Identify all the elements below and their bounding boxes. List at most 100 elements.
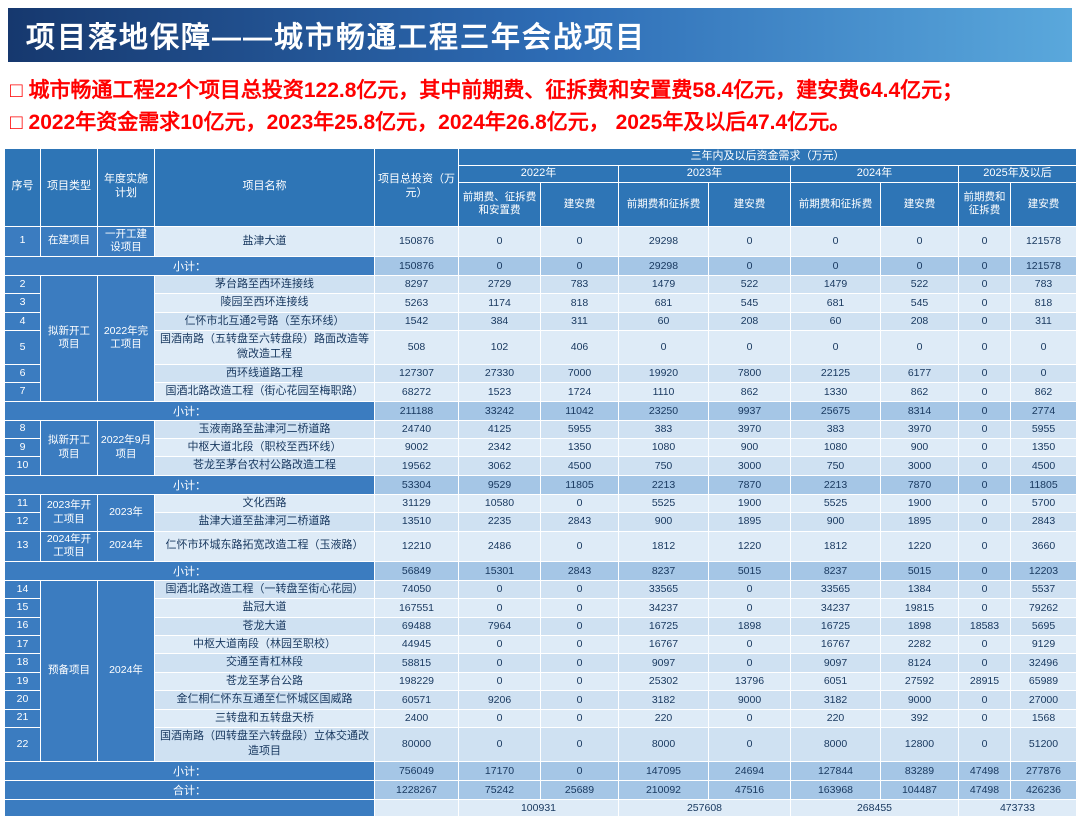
value-cell: 0 [540, 598, 619, 618]
value-cell: 681 [618, 293, 709, 313]
value-cell: 0 [880, 330, 959, 365]
table-row: 19 苍龙至茅台公路 198229 0 0 25302 13796 6051 27592 2891… [4, 671, 1077, 692]
value-cell: 127844 [790, 760, 881, 781]
row-number-cell: 3 [4, 293, 41, 313]
value-cell: 19815 [880, 598, 959, 618]
empty-label-cell [4, 798, 375, 817]
row-number-cell: 4 [4, 311, 41, 332]
value-cell: 756049 [374, 760, 459, 781]
value-cell: 16767 [790, 634, 881, 655]
value-cell: 11805 [540, 474, 619, 495]
value-cell: 0 [958, 330, 1011, 365]
header-funding-group-title: 三年内及以后资金需求（万元） [458, 147, 1077, 166]
value-cell: 0 [458, 255, 541, 276]
project-name-cell: 三转盘和五转盘天桥 [154, 708, 375, 728]
value-cell: 53304 [374, 474, 459, 495]
value-cell: 862 [880, 382, 959, 402]
value-cell: 8124 [880, 653, 959, 673]
value-cell: 0 [708, 330, 791, 365]
header-year-2024: 2024年 [790, 164, 959, 183]
project-type-cell: 拟新开工项目 [40, 419, 98, 476]
value-cell: 79262 [1010, 598, 1077, 618]
row-number-cell: 2 [4, 274, 41, 295]
table-row: 11 2023年开工项目 2023年 文化西路 31129 10580 0 5525 1900 5… [4, 493, 1077, 532]
value-cell: 384 [458, 311, 541, 332]
value-cell: 0 [958, 293, 1011, 313]
value-cell: 25675 [790, 400, 881, 421]
value-cell: 0 [790, 255, 881, 276]
value-cell: 2843 [1010, 512, 1077, 532]
project-name-cell: 西环线道路工程 [154, 363, 375, 384]
value-cell: 0 [458, 726, 541, 762]
value-cell: 12800 [880, 726, 959, 762]
value-cell: 1900 [880, 493, 959, 514]
header-row-subcols: 前期费、征拆费和安置费 建安费 前期费和征拆费 建安费 前期费和征拆费 建安费 … [5, 181, 1077, 227]
value-cell: 0 [458, 671, 541, 692]
value-cell: 3000 [880, 456, 959, 476]
value-cell: 4500 [540, 456, 619, 476]
value-cell: 19562 [374, 456, 459, 476]
table-body: 1 在建项目 一开工建设项目 盐津大道 150876 0 0 29298 0 0 0 0 121578 小… [4, 225, 1077, 817]
grand-total-row: 合计： 1228267 75242 25689 210092 47516 163968 104… [4, 779, 1077, 800]
value-cell: 83289 [880, 760, 959, 781]
table-row: 6 西环线道路工程 127307 27330 7000 19920 7800 22125 617… [4, 363, 1077, 384]
value-cell: 862 [708, 382, 791, 402]
value-cell: 1900 [708, 493, 791, 514]
subtotal-label: 小计： [4, 400, 375, 421]
table-row: 7 国酒北路改造工程（街心花园至梅职路） 68272 1523 1724 1110 862 1… [4, 382, 1077, 402]
value-cell: 9529 [458, 474, 541, 495]
header-subcol-2025-construction: 建安费 [1010, 181, 1077, 227]
header-row-years: 2022年 2023年 2024年 2025年及以后 [5, 164, 1077, 183]
table-row: 18 交通至青杠林段 58815 0 0 9097 0 9097 8124 0 32496 [4, 653, 1077, 673]
value-cell: 75242 [458, 779, 541, 800]
value-cell: 5015 [708, 560, 791, 581]
value-cell: 1350 [1010, 437, 1077, 458]
value-cell: 0 [958, 579, 1011, 600]
value-cell: 0 [540, 493, 619, 514]
bullet-line-2: □ 2022年资金需求10亿元，2023年25.8亿元，2024年26.8亿元，… [10, 110, 851, 134]
value-cell: 198229 [374, 671, 459, 692]
value-cell: 0 [958, 456, 1011, 476]
value-cell: 8237 [618, 560, 709, 581]
value-cell: 33565 [618, 579, 709, 600]
value-cell: 0 [1010, 363, 1077, 384]
value-cell: 0 [540, 690, 619, 710]
value-cell: 0 [708, 708, 791, 728]
value-cell: 0 [958, 274, 1011, 295]
project-name-cell: 仁怀市北互通2号路（至东环线） [154, 311, 375, 332]
value-cell: 47516 [708, 779, 791, 800]
value-cell: 9097 [618, 653, 709, 673]
row-number-cell: 13 [4, 530, 41, 562]
value-cell: 311 [1010, 311, 1077, 332]
value-cell: 121578 [1010, 225, 1077, 257]
row-number-cell: 5 [4, 330, 41, 365]
value-cell: 2342 [458, 437, 541, 458]
value-cell: 545 [880, 293, 959, 313]
value-cell: 74050 [374, 579, 459, 600]
project-type-cell: 2023年开工项目 [40, 493, 98, 532]
value-cell: 9002 [374, 437, 459, 458]
value-cell: 33242 [458, 400, 541, 421]
value-cell: 0 [958, 493, 1011, 514]
table-row: 8 拟新开工项目 2022年9月项目 玉液南路至盐津河二桥道路 24740 4125 595… [4, 419, 1077, 476]
value-cell: 33565 [790, 579, 881, 600]
project-name-cell: 国酒南路（五转盘至六转盘段）路面改造等微改造工程 [154, 330, 375, 365]
value-cell: 8000 [618, 726, 709, 762]
value-cell: 0 [958, 598, 1011, 618]
value-cell: 0 [880, 255, 959, 276]
value-cell: 1812 [790, 530, 881, 562]
value-cell: 0 [540, 634, 619, 655]
value-cell: 127307 [374, 363, 459, 384]
value-cell: 60 [790, 311, 881, 332]
value-cell: 11805 [1010, 474, 1077, 495]
value-cell: 0 [458, 634, 541, 655]
table-row: 3 陵园至西环连接线 5263 1174 818 681 545 681 545 0 818 [4, 293, 1077, 313]
implementation-plan-cell: 2023年 [97, 493, 155, 532]
project-name-cell: 交通至青杠林段 [154, 653, 375, 673]
value-cell: 1174 [458, 293, 541, 313]
value-cell: 210092 [618, 779, 709, 800]
value-cell: 5525 [790, 493, 881, 514]
value-cell: 0 [958, 653, 1011, 673]
year-total-cell: 473733 [958, 798, 1077, 817]
header-year-2025-and-beyond: 2025年及以后 [958, 164, 1077, 183]
